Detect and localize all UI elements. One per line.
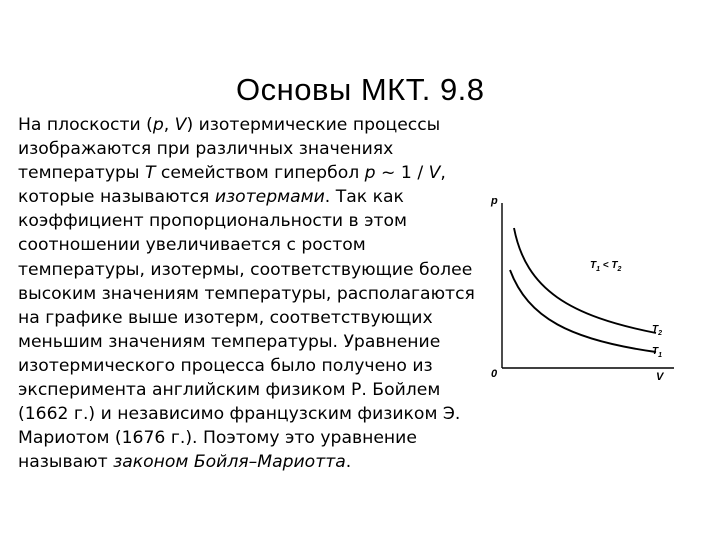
text-line: изотермического процесса было получено и… <box>18 355 433 376</box>
text-line: температуры, изотермы, соответствующие б… <box>18 259 473 280</box>
isotherm-t2-curve <box>513 227 657 334</box>
temperature-relation-label: T1 < T2 <box>590 260 622 273</box>
text-line: На плоскости (p, V) изотермические проце… <box>18 113 488 137</box>
text-run: . <box>345 452 352 473</box>
text-run: ~ 1 / <box>375 163 429 184</box>
isotherm-t1-curve <box>509 269 657 353</box>
text-line: коэффициент пропорциональности в этом <box>18 211 408 232</box>
italic-symbol: T <box>144 163 156 184</box>
text-run: , <box>440 163 446 184</box>
body-paragraph: На плоскости (p, V) изотермические проце… <box>18 113 488 474</box>
text-run: На плоскости ( <box>18 115 153 135</box>
text-line: температуры T семейством гипербол p ~ 1 … <box>18 161 488 185</box>
text-line: меньшим значениям температуры. Уравнение <box>18 331 441 352</box>
p-axis-label: p <box>490 195 498 207</box>
v-axis-label: V <box>656 371 665 383</box>
text-line: изображаются при различных значениях <box>18 139 394 160</box>
text-run: семейством гипербол <box>155 163 365 184</box>
text-line: (1662 г.) и независимо французским физик… <box>18 404 461 425</box>
origin-label: 0 <box>491 368 498 380</box>
italic-symbol: p <box>152 115 164 135</box>
isotherm-figure: p 0 V T1 < T2 T2 T1 <box>478 190 678 385</box>
text-line: которые называются изотермами. Так как <box>18 185 488 209</box>
isotherm-diagram: p 0 V T1 < T2 T2 T1 <box>490 195 674 383</box>
text-run: называют <box>18 452 114 473</box>
text-line: соотношении увеличивается с ростом <box>18 235 366 256</box>
t2-curve-label: T2 <box>652 324 662 337</box>
text-line: на графике выше изотерм, соответствующих <box>18 307 433 328</box>
italic-term: изотермами <box>214 187 325 208</box>
text-line: высоким значениям температуры, располага… <box>18 283 475 304</box>
italic-term: законом Бойля–Мариотта <box>113 452 346 473</box>
text-line: называют законом Бойля–Мариотта. <box>18 450 488 474</box>
t1-curve-label: T1 <box>652 346 662 359</box>
text-run: ) изотермические процессы <box>186 115 441 135</box>
text-line: Мариотом (1676 г.). Поэтому это уравнени… <box>18 428 417 449</box>
text-run: которые называются <box>18 187 215 208</box>
text-line: эксперимента английским физиком Р. Бойле… <box>18 380 441 401</box>
text-run: температуры <box>18 163 145 184</box>
italic-symbol: V <box>428 163 441 184</box>
italic-symbol: p <box>364 163 376 184</box>
text-run: . Так как <box>324 187 404 208</box>
italic-symbol: V <box>174 115 187 135</box>
text-run: , <box>163 115 175 135</box>
slide-title: Основы МКТ. 9.8 <box>236 72 485 107</box>
